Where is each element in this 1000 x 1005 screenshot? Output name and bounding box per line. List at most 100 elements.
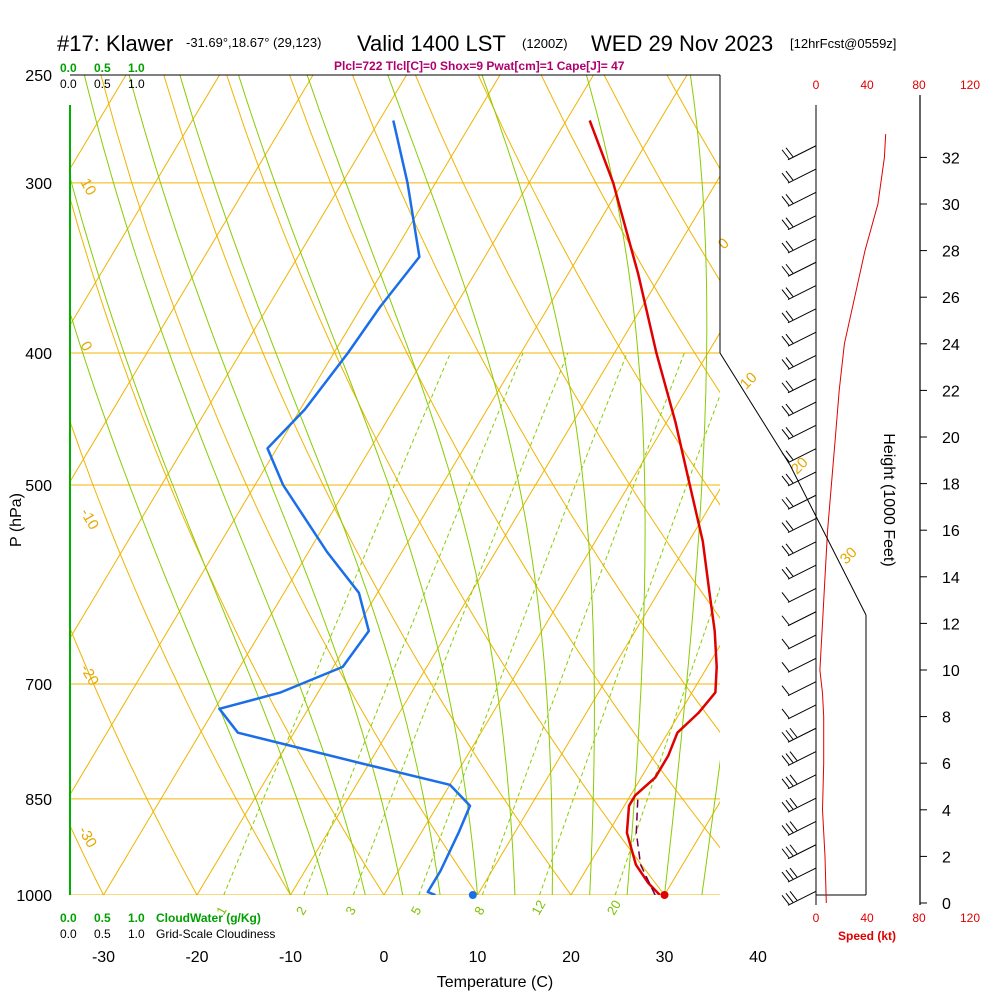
- cloud-bottom-green-1: 0.5: [94, 911, 111, 925]
- cloud-bottom-black-0: 0.0: [60, 927, 77, 941]
- height-tick-label: 10: [942, 663, 960, 680]
- wind-barb-feather: [786, 800, 793, 809]
- wind-barb-feather: [782, 476, 789, 485]
- wind-barb-feather: [786, 451, 793, 460]
- wind-barb-staff: [788, 332, 816, 346]
- wind-barb-feather: [786, 474, 793, 483]
- cloudiness-label: Grid-Scale Cloudiness: [156, 927, 275, 941]
- wind-barb-staff: [788, 612, 816, 626]
- wind-barb-feather: [786, 521, 793, 530]
- wind-barb-feather: [786, 427, 793, 436]
- isotherm-label: -30: [75, 824, 101, 851]
- mixing-ratio-label: 20: [604, 897, 624, 917]
- speed-bottom-tick-label: 80: [912, 911, 926, 925]
- wind-barb-feather: [782, 150, 789, 159]
- wind-barb-feather: [786, 148, 793, 157]
- height-tick-label: 8: [942, 710, 951, 727]
- wind-barb-feather: [782, 825, 789, 834]
- wind-barb-staff: [788, 682, 816, 696]
- wind-barb-feather: [786, 264, 793, 273]
- wind-barb-feather: [786, 357, 793, 366]
- wind-barb-feather: [782, 569, 789, 578]
- cloud-top-black-0: 0.0: [60, 77, 77, 91]
- title-valid: Valid 1400 LST: [357, 31, 506, 56]
- wind-barb-feather: [790, 752, 797, 761]
- height-tick-label: 20: [942, 430, 960, 447]
- wind-speed-line: [820, 134, 886, 903]
- wind-barb-staff: [788, 588, 816, 602]
- wind-barb-feather: [786, 218, 793, 227]
- wind-barb-feather: [782, 383, 789, 392]
- temperature-tick-label: -30: [92, 949, 115, 966]
- wind-barb-staff: [788, 239, 816, 253]
- pressure-tick-label: 400: [25, 346, 52, 363]
- mixing-ratio-line: [482, 353, 684, 895]
- wind-barb-feather: [786, 497, 793, 506]
- cloud-top-green-1: 0.5: [94, 61, 111, 75]
- wind-barb-feather: [782, 779, 789, 788]
- mixing-ratio-label: 2: [293, 904, 310, 918]
- temperature-tick-label: 10: [469, 949, 487, 966]
- wind-barb-feather: [782, 290, 789, 299]
- speed-top-tick-label: 120: [960, 78, 980, 92]
- pressure-tick-label: 700: [25, 677, 52, 694]
- wind-marks: [720, 75, 886, 905]
- wind-barb-feather: [782, 686, 789, 695]
- height-tick-label: 12: [942, 616, 960, 633]
- pressure-tick-label: 500: [25, 478, 52, 495]
- height-tick-label: 32: [942, 150, 960, 167]
- wind-barb-feather: [782, 220, 789, 229]
- speed-top-tick-label: 0: [813, 78, 820, 92]
- isotherm-label: 0: [77, 339, 96, 355]
- surface-temperature-dot: [661, 891, 669, 899]
- temperature-tick-label: -10: [279, 949, 302, 966]
- wind-barb-feather: [790, 798, 797, 807]
- title-coords: -31.69°,18.67° (29,123): [186, 35, 321, 50]
- wind-barb-feather: [786, 404, 793, 413]
- mixing-ratio-label: 5: [408, 904, 425, 918]
- mixing-ratio-label: 8: [471, 904, 488, 918]
- temperature-profile-line: [590, 121, 717, 896]
- temperature-tick-label: 0: [380, 949, 389, 966]
- wind-barb-feather: [786, 381, 793, 390]
- wind-barb-feather: [786, 893, 793, 902]
- temperature-tick-label: -20: [185, 949, 208, 966]
- height-tick-label: 30: [942, 197, 960, 214]
- wind-barb-feather: [790, 845, 797, 854]
- wind-barb-feather: [782, 639, 789, 648]
- speed-bottom-tick-label: 40: [860, 911, 874, 925]
- wind-barb-staff: [788, 425, 816, 439]
- wind-barb-feather: [786, 544, 793, 553]
- wind-barb-staff: [788, 379, 816, 393]
- cloud-top-black-1: 0.5: [94, 77, 111, 91]
- x-axis-title: Temperature (C): [437, 974, 553, 991]
- height-tick-label: 0: [942, 896, 951, 913]
- wind-barb-feather: [790, 868, 797, 877]
- stability-params: Plcl=722 Tlcl[C]=0 Shox=9 Pwat[cm]=1 Cap…: [334, 59, 625, 73]
- wind-barb-feather: [782, 429, 789, 438]
- speed-top-tick-label: 40: [860, 78, 874, 92]
- height-tick-label: 4: [942, 803, 951, 820]
- wind-barb-feather: [782, 499, 789, 508]
- wind-barb-feather: [786, 171, 793, 180]
- wind-barb-feather: [782, 756, 789, 765]
- isotherm-label: -20: [77, 662, 103, 689]
- cloud-top-green-2: 1.0: [128, 61, 145, 75]
- adiabat-label: 10: [737, 369, 761, 393]
- wind-barb-staff: [788, 169, 816, 183]
- wind-barb-feather: [782, 266, 789, 275]
- wind-barb-feather: [786, 288, 793, 297]
- wind-barb-feather: [782, 709, 789, 718]
- height-tick-label: 24: [942, 337, 960, 354]
- height-tick-label: 28: [942, 244, 960, 261]
- wind-barb-feather: [782, 313, 789, 322]
- temperature-tick-label: 30: [656, 949, 674, 966]
- cloud-bottom-black-1: 0.5: [94, 927, 111, 941]
- y-axis-title: P (hPa): [8, 493, 25, 547]
- temperature-tick-label: 40: [749, 949, 767, 966]
- wind-barb-feather: [782, 359, 789, 368]
- cloud-bottom-green-0: 0.0: [60, 911, 77, 925]
- wind-barb-feather: [786, 730, 793, 739]
